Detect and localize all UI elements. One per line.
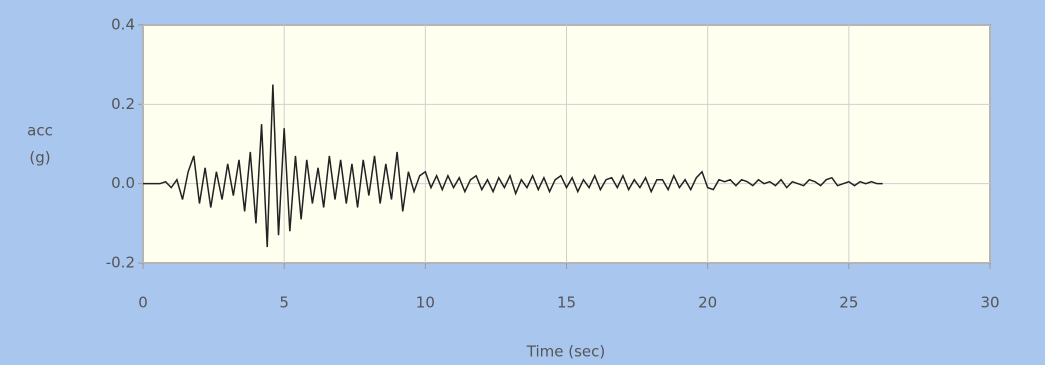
x-tick-label: 25 [839, 294, 858, 312]
x-tick-label: 5 [279, 294, 289, 312]
x-tick-label: 20 [698, 294, 717, 312]
x-axis-label: Time (sec) [526, 343, 605, 361]
x-tick-label: 15 [557, 294, 576, 312]
y-tick-label: 0.0 [111, 174, 135, 192]
x-tick-label: 0 [138, 294, 148, 312]
y-tick-label: 0.2 [111, 95, 135, 113]
x-tick-label: 10 [416, 294, 435, 312]
y-tick-label: -0.2 [106, 254, 135, 272]
y-tick-label: 0.4 [111, 16, 135, 34]
data-line [143, 84, 883, 248]
y-axis-label: acc [27, 122, 53, 140]
y-axis-label: (g) [29, 149, 50, 167]
x-tick-label: 30 [980, 294, 999, 312]
